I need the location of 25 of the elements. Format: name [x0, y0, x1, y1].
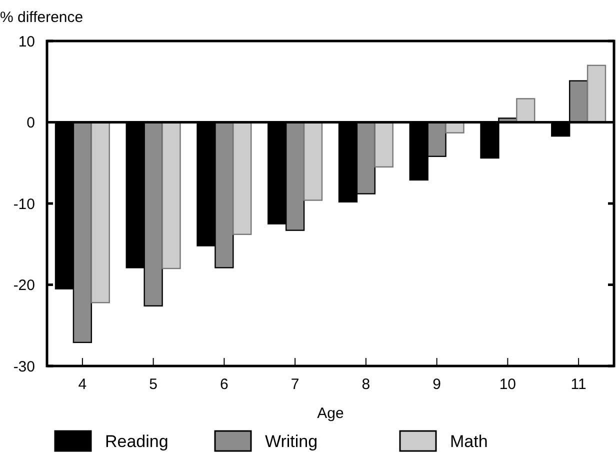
bar	[232, 122, 252, 235]
y-tick-label: -30	[13, 358, 35, 376]
x-tick-label: 11	[570, 376, 586, 393]
y-axis-title: % difference	[0, 9, 84, 26]
legend-label: Writing	[265, 432, 318, 451]
x-tick-label: 5	[149, 376, 158, 393]
x-tick-label: 7	[290, 376, 300, 393]
y-tick-label: 10	[18, 33, 35, 50]
y-tick-label: -20	[13, 277, 35, 294]
y-tick-label: -10	[13, 196, 35, 213]
bar	[516, 98, 536, 123]
bar	[374, 122, 394, 168]
bar	[303, 122, 323, 201]
x-tick-label: 6	[220, 376, 228, 393]
x-tick-label: 9	[432, 376, 441, 393]
x-axis-title: Age	[317, 405, 344, 422]
legend-label: Math	[450, 432, 488, 451]
legend-label: Reading	[105, 432, 168, 451]
bar	[162, 122, 181, 270]
y-tick-label: 0	[26, 114, 35, 132]
x-tick-label: 10	[499, 376, 516, 393]
x-tick-label: 8	[362, 376, 370, 393]
bar	[586, 64, 606, 123]
x-tick-label: 4	[78, 376, 87, 393]
bar	[90, 122, 110, 304]
